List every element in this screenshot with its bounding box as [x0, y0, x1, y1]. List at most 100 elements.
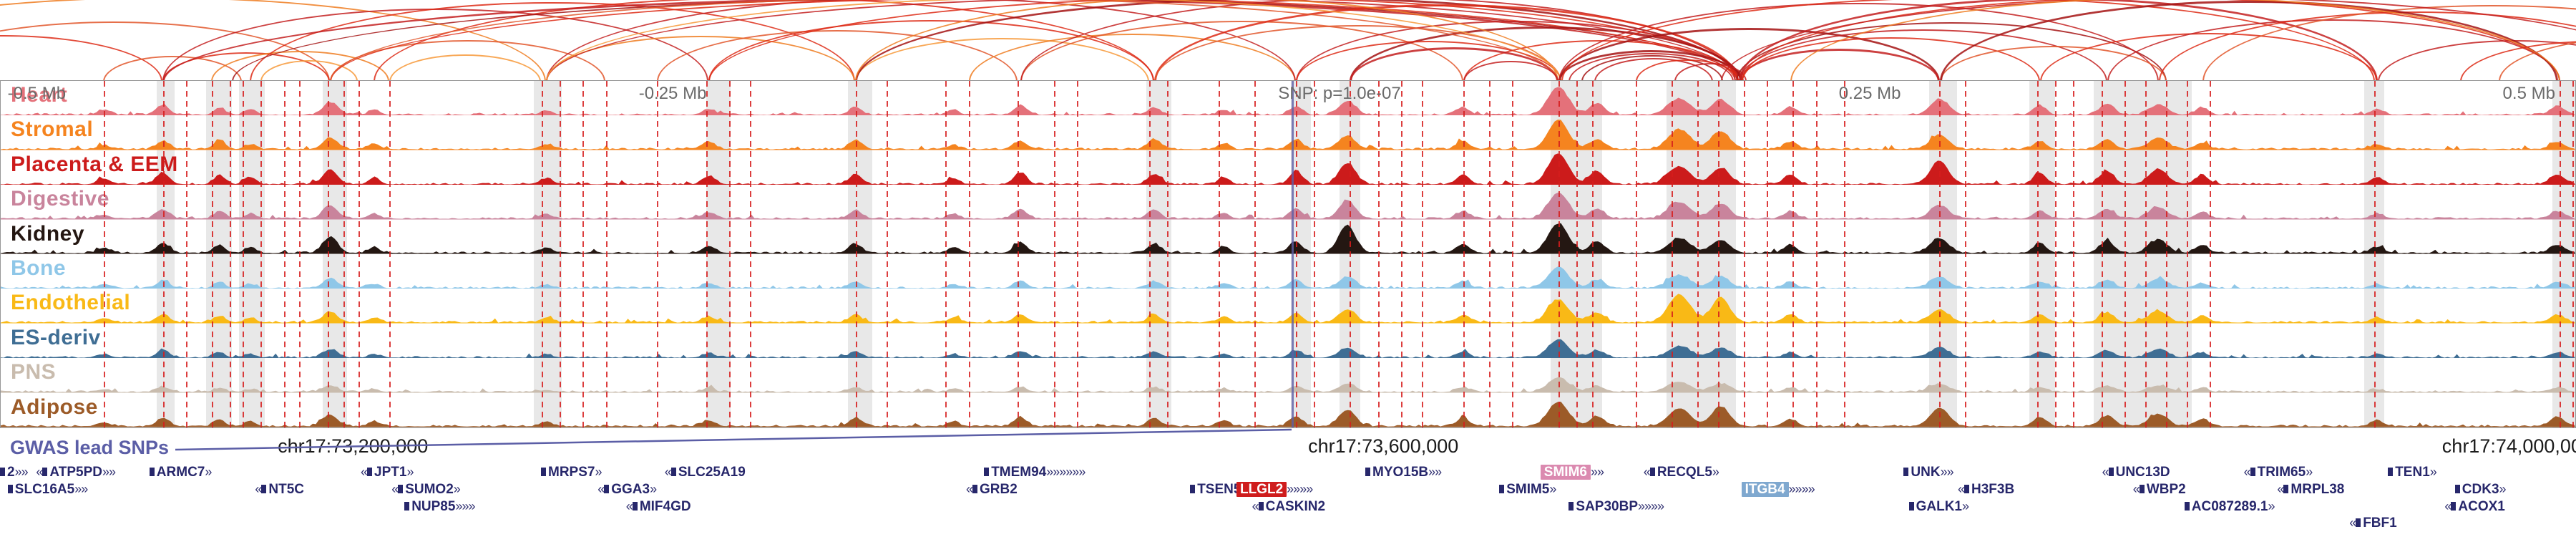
snp-guide-line	[657, 81, 659, 427]
snp-guide-line	[541, 81, 543, 427]
gene-body-glyph	[984, 468, 990, 476]
snp-guide-line	[2124, 81, 2127, 427]
snp-guide-line	[327, 81, 329, 427]
gene-item-h3f3b[interactable]: « H3F3B	[1958, 481, 2014, 498]
snp-guide-line	[283, 81, 286, 427]
snp-guide-line	[1148, 81, 1151, 427]
gene-strand-arrows-right: »	[1962, 499, 1969, 513]
gene-strand-arrows-left: «	[1643, 465, 1651, 479]
gene-name-label: SAP30BP	[1576, 499, 1638, 514]
gene-item-ac087289-1[interactable]: AC087289.1»	[2184, 498, 2275, 515]
snp-guide-line	[729, 81, 731, 427]
gene-item-llgl2[interactable]: LLGL2»»»»	[1236, 481, 1313, 498]
gene-name-label: TEN1	[2395, 465, 2430, 480]
highlight-band	[847, 81, 873, 427]
track-signal-path	[1, 153, 2575, 185]
gene-body-glyph	[367, 468, 373, 476]
gene-strand-arrows-right: »»»»	[1638, 499, 1664, 513]
snp-guide-line	[1512, 81, 1514, 427]
gene-item-jpt1[interactable]: « JPT1»	[361, 464, 414, 480]
gene-name-label: JPT1	[374, 465, 407, 480]
track-row-es-deriv: ES-deriv	[1, 324, 2575, 359]
gene-item-sap30bp[interactable]: SAP30BP»»»»	[1568, 498, 1664, 515]
gene-body-glyph	[2283, 485, 2289, 493]
snp-guide-line	[1672, 81, 1674, 427]
gene-item-caskin2[interactable]: « CASKIN2	[1252, 498, 1325, 515]
gene-body-glyph	[2250, 468, 2255, 476]
snp-guide-line	[886, 81, 888, 427]
gene-annotation-panel: 2»» «ATP5PD»» ARMC7» « JPT1 » MRPS7» «SLC25A19 T…	[0, 463, 2576, 537]
track-signal-adipose	[1, 402, 2575, 427]
track-signal-path	[1, 266, 2575, 289]
gene-item-itgb4[interactable]: ITGB4»»»»	[1741, 481, 1815, 498]
track-label-kidney: Kidney	[11, 221, 85, 246]
gene-body-glyph	[972, 485, 978, 493]
gene-strand-arrows-right: »»	[14, 465, 29, 479]
gene-item-atp5pd[interactable]: « ATP5PD»»	[36, 464, 116, 480]
snp-guide-line	[1166, 81, 1169, 427]
snp-guide-line	[1313, 81, 1315, 427]
snp-guide-line	[1218, 81, 1220, 427]
gene-item-armc7[interactable]: ARMC7»	[149, 464, 212, 480]
gene-item-sumo2[interactable]: « SUMO2»	[391, 481, 461, 498]
gene-item-ten1[interactable]: TEN1»	[2388, 464, 2437, 480]
gene-item-smim5[interactable]: SMIM5»	[1499, 481, 1556, 498]
highlight-band	[2029, 81, 2056, 427]
track-label-endothelial: Endothelial	[11, 291, 131, 315]
gene-item-cdk3[interactable]: CDK3»	[2454, 481, 2507, 498]
gene-body-glyph	[1190, 485, 1196, 493]
gene-item-nt5c[interactable]: « NT5C	[255, 481, 304, 498]
track-row-heart: Heart	[1, 81, 2575, 116]
coordinates-row: GWAS lead SNPs chr17:73,200,000chr17:73,…	[0, 428, 2576, 463]
gene-item-recql5[interactable]: « RECQL5»	[1644, 464, 1719, 480]
track-row-bone: Bone	[1, 254, 2575, 289]
gene-item-mrps7[interactable]: MRPS7»	[541, 464, 602, 480]
gene-item-tmem94[interactable]: TMEM94»»»»»»	[984, 464, 1085, 480]
track-row-kidney: Kidney	[1, 220, 2575, 254]
snp-guide-line	[212, 81, 214, 427]
gene-item-mif4gd[interactable]: « MIF4GD	[626, 498, 691, 515]
snp-guide-line	[389, 81, 391, 427]
track-signal-path	[1, 120, 2575, 150]
snp-guide-line	[1844, 81, 1846, 427]
gene-strand-arrows-left: «	[361, 465, 368, 479]
gene-body-glyph	[2184, 502, 2190, 511]
coordinate-tick-label: chr17:74,000,000	[2441, 435, 2576, 457]
track-signal-digestive	[1, 193, 2575, 220]
snp-guide-line	[1401, 81, 1403, 427]
gene-item-trim65[interactable]: « TRIM65»	[2244, 464, 2313, 480]
highlight-band	[2094, 81, 2192, 427]
gene-item-unk[interactable]: UNK»»	[1903, 464, 1954, 480]
track-label-heart: Heart	[11, 83, 68, 107]
track-signal-path	[1, 87, 2575, 116]
gene-item-mrpl38[interactable]: « MRPL38	[2277, 481, 2344, 498]
track-row-digestive: Digestive	[1, 185, 2575, 220]
gene-item-myo15b[interactable]: MYO15B»»	[1365, 464, 1442, 480]
snp-guide-line	[1576, 81, 1578, 427]
track-label-es-deriv: ES-deriv	[11, 325, 101, 349]
gene-item-acox1[interactable]: « ACOX1	[2444, 498, 2504, 515]
mb-offset-label: 0.5 Mb	[2502, 84, 2555, 103]
gene-item-fbf1[interactable]: « FBF1	[2349, 515, 2397, 531]
snp-guide-line	[299, 81, 301, 427]
track-signal-heart	[1, 87, 2575, 116]
gene-item-slc16a5[interactable]: SLC16A5»»	[7, 481, 88, 498]
gene-strand-arrows-left: «	[1958, 482, 1965, 496]
snp-guide-line	[1767, 81, 1769, 427]
gene-item-slc25a19[interactable]: « SLC25A19	[665, 464, 746, 480]
gene-strand-arrows-left: «	[664, 465, 672, 479]
gene-body-glyph	[632, 502, 638, 511]
gene-name-label: GGA3	[611, 482, 650, 497]
gene-item-nup85[interactable]: NUP85»»»	[404, 498, 475, 515]
gene-item-unc13d[interactable]: « UNC13D	[2102, 464, 2170, 480]
gene-item-grb2[interactable]: « GRB2	[966, 481, 1018, 498]
gene-name-label: NT5C	[268, 482, 305, 497]
gene-item-wbp2[interactable]: « WBP2	[2133, 481, 2186, 498]
track-row-adipose: Adipose	[1, 393, 2575, 427]
gene-item-galk1[interactable]: GALK1»	[1908, 498, 1969, 515]
gene-item-2[interactable]: 2»»	[0, 464, 29, 480]
gene-item-gga3[interactable]: « GGA3»	[597, 481, 657, 498]
gene-item-smim6[interactable]: SMIM6»»	[1540, 464, 1604, 480]
gene-body-glyph	[2139, 485, 2145, 493]
